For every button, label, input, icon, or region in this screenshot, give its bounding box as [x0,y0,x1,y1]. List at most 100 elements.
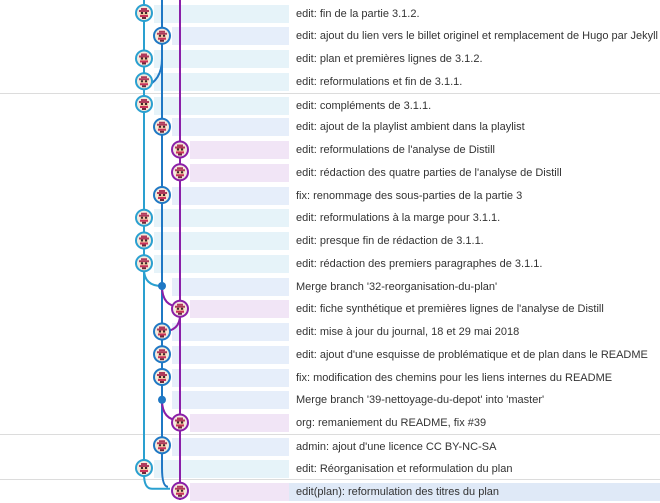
commit-message-cell [289,254,660,273]
merge-commit-dot[interactable] [158,282,166,290]
author-avatar-icon[interactable] [135,231,153,250]
commit-row-highlight [172,368,289,387]
author-avatar-icon[interactable] [135,72,153,91]
author-avatar-icon[interactable] [153,26,171,45]
commit-message-cell [289,414,660,432]
author-avatar-icon[interactable] [171,163,189,182]
commit-message-cell [289,27,660,46]
commit-row[interactable]: edit: fin de la partie 3.1.2. [0,2,660,25]
commit-row-highlight [154,4,289,23]
commit-message: edit: Réorganisation et reformulation du… [296,462,513,475]
commit-row-highlight [154,96,289,115]
commit-row[interactable]: edit: reformulations et fin de 3.1.1. [0,70,660,93]
commit-message-cell [289,323,660,341]
commit-message-cell [289,50,660,68]
author-avatar-icon[interactable] [135,49,153,68]
commit-message: admin: ajout d'une licence CC BY-NC-SA [296,440,497,453]
author-avatar-icon[interactable] [171,413,189,432]
author-avatar-icon[interactable] [153,117,171,136]
commit-row[interactable]: edit(plan): reformulation des titres du … [0,479,660,503]
author-avatar-icon[interactable] [153,186,171,204]
commit-row[interactable]: Merge branch '32-reorganisation-du-plan' [0,275,660,298]
commit-message: fix: modification des chemins pour les l… [296,371,613,384]
author-avatar-icon[interactable] [135,254,153,273]
commit-message: edit: ajout du lien vers le billet origi… [296,30,658,43]
commit-row[interactable]: org: remaniement du README, fix #39 [0,411,660,434]
commit-message: org: remaniement du README, fix #39 [296,417,487,429]
commit-message-cell [289,300,660,319]
commit-row[interactable]: edit: Réorganisation et reformulation du… [0,457,660,480]
commit-row[interactable]: edit: ajout de la playlist ambient dans … [0,115,660,138]
commit-row-highlight [190,163,289,182]
commit-message-cell [289,391,660,410]
commit-message-cell [289,4,660,23]
author-avatar-icon[interactable] [171,299,189,318]
commit-message: edit: reformulations de l'analyse de Dis… [296,144,495,156]
commit-row-highlight [172,118,289,137]
commit-row-highlight [172,391,289,410]
commit-row[interactable]: fix: renommage des sous-parties de la pa… [0,184,660,207]
author-avatar-icon[interactable] [171,140,189,159]
commit-message: edit: ajout d'une esquisse de problémati… [296,348,648,361]
commit-message: edit: ajout de la playlist ambient dans … [296,121,525,134]
commit-message: edit: fin de la partie 3.1.2. [296,7,420,20]
author-avatar-icon[interactable] [171,481,189,500]
commit-message-cell [289,345,660,364]
branch-curve-lane1 [161,445,169,488]
commit-row-highlight [154,72,289,91]
commit-message: edit: reformulations à la marge pour 3.1… [296,212,501,225]
commit-row-highlight [154,209,289,228]
commit-message: edit: presque fin de rédaction de 3.1.1. [296,235,484,247]
commit-row-highlight [172,186,289,205]
commit-row-highlight [154,50,289,68]
author-avatar-icon[interactable] [135,4,153,22]
commit-row-highlight [154,232,289,250]
commit-row[interactable]: edit: plan et premières lignes de 3.1.2. [0,47,660,70]
commit-row[interactable]: admin: ajout d'une licence CC BY-NC-SA [0,433,660,458]
commit-row[interactable]: edit: reformulations de l'analyse de Dis… [0,138,660,161]
commit-row[interactable]: edit: rédaction des quatre parties de l'… [0,161,660,184]
commit-row[interactable]: fix: modification des chemins pour les l… [0,366,660,389]
author-avatar-icon[interactable] [135,208,153,227]
commit-row-highlight [172,437,289,456]
commit-row-highlight [190,300,289,319]
merge-commit-dot[interactable] [158,395,166,404]
commit-message-cell [289,141,660,159]
commit-row[interactable]: edit: mise à jour du journal, 18 et 29 m… [0,320,660,343]
author-avatar-icon[interactable] [153,436,171,455]
author-avatar-icon[interactable] [153,368,171,386]
commit-row-highlight [190,414,289,432]
commit-message: Merge branch '39-nettoyage-du-depot' int… [296,394,545,407]
commit-message-cell [289,368,660,387]
commit-message-cell [289,437,660,456]
commit-row[interactable]: edit: presque fin de rédaction de 3.1.1. [0,229,660,252]
commit-message: edit: compléments de 3.1.1. [296,99,432,112]
commit-row-highlight [172,323,289,341]
author-avatar-icon[interactable] [153,322,171,341]
commit-row[interactable]: edit: fiche synthétique et premières lig… [0,297,660,320]
commit-message-cell [289,459,660,478]
commit-message-cell [289,483,660,502]
commit-message-cell [289,277,660,296]
commit-row-highlight [190,141,289,159]
commit-message: edit: rédaction des premiers paragraphes… [296,257,543,270]
commit-row[interactable]: Merge branch '39-nettoyage-du-depot' int… [0,388,660,411]
commit-row-highlight [154,459,289,478]
commit-message: edit(plan): reformulation des titres du … [296,486,499,499]
commit-row[interactable]: edit: rédaction des premiers paragraphes… [0,252,660,275]
author-avatar-icon[interactable] [135,459,153,477]
commit-row[interactable]: edit: reformulations à la marge pour 3.1… [0,206,660,229]
commit-message: Merge branch '32-reorganisation-du-plan' [296,280,498,293]
commit-message: edit: plan et premières lignes de 3.1.2. [296,53,483,65]
commit-row[interactable]: edit: ajout du lien vers le billet origi… [0,24,660,47]
commit-message-cell [289,96,660,115]
author-avatar-icon[interactable] [153,345,171,364]
commit-message-cell [289,118,660,137]
commit-message: fix: renommage des sous-parties de la pa… [296,189,523,202]
commit-row[interactable]: edit: ajout d'une esquisse de problémati… [0,343,660,366]
commit-row-highlight [172,27,289,46]
commit-row[interactable]: edit: compléments de 3.1.1. [0,92,660,117]
author-avatar-icon[interactable] [135,95,153,113]
commit-row-highlight [154,254,289,273]
